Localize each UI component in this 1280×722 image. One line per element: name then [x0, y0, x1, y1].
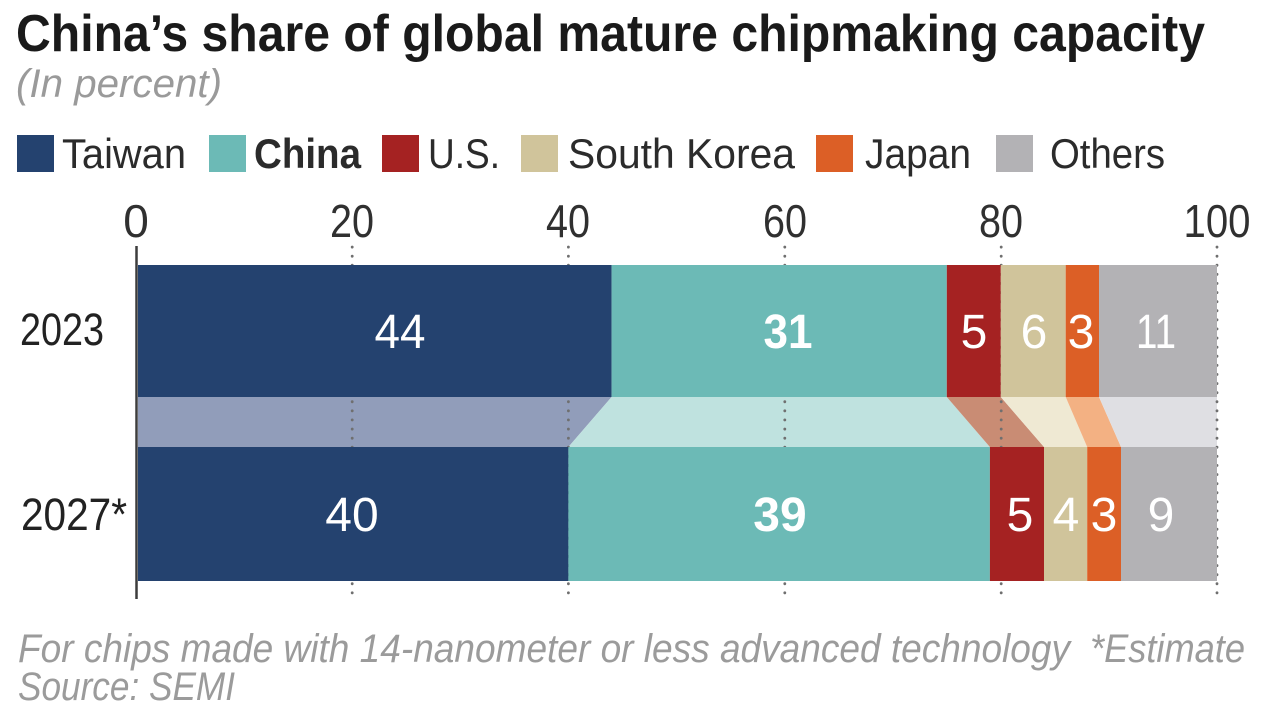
svg-text:Others: Others: [1050, 130, 1165, 177]
svg-text:5: 5: [1007, 489, 1034, 542]
svg-text:China: China: [254, 130, 362, 177]
svg-text:For chips made with 14-nanomet: For chips made with 14-nanometer or less…: [18, 627, 1073, 671]
svg-text:80: 80: [979, 195, 1023, 247]
svg-text:11: 11: [1136, 306, 1176, 359]
svg-text:0: 0: [123, 195, 149, 247]
svg-text:100: 100: [1184, 195, 1251, 247]
svg-text:5: 5: [961, 306, 988, 359]
svg-text:2023: 2023: [20, 304, 104, 355]
svg-text:China’s share of global mature: China’s share of global mature chipmakin…: [16, 5, 1205, 63]
svg-text:Japan: Japan: [865, 130, 971, 177]
svg-text:2027*: 2027*: [21, 489, 127, 540]
svg-text:3: 3: [1068, 306, 1095, 359]
svg-text:6: 6: [1021, 306, 1048, 359]
svg-text:South Korea: South Korea: [568, 130, 796, 177]
svg-text:20: 20: [330, 195, 374, 247]
svg-text:(In percent): (In percent): [16, 62, 222, 106]
svg-text:U.S.: U.S.: [428, 130, 500, 177]
svg-text:Taiwan: Taiwan: [62, 130, 186, 177]
svg-text:40: 40: [546, 195, 590, 247]
svg-text:40: 40: [325, 489, 378, 542]
svg-text:39: 39: [753, 489, 806, 542]
svg-text:60: 60: [763, 195, 807, 247]
svg-text:3: 3: [1091, 489, 1118, 542]
svg-text:9: 9: [1148, 489, 1175, 542]
svg-text:31: 31: [764, 306, 813, 359]
svg-text:*Estimate: *Estimate: [1090, 627, 1245, 671]
svg-text:44: 44: [375, 306, 426, 359]
svg-text:Source: SEMI: Source: SEMI: [18, 665, 235, 709]
svg-text:4: 4: [1053, 489, 1080, 542]
